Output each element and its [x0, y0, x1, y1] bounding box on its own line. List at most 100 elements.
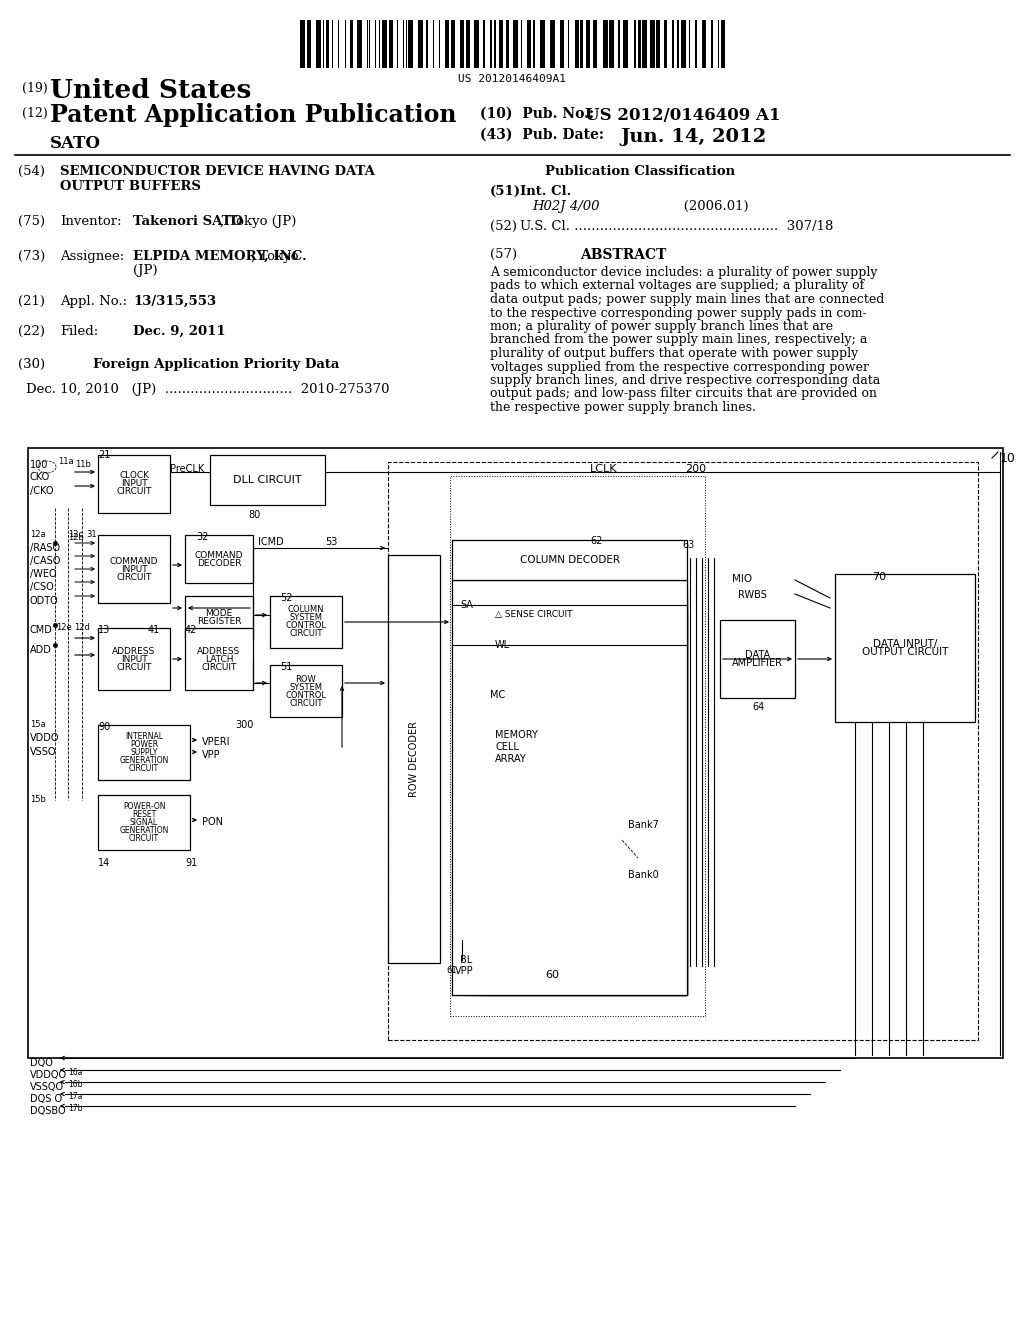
Bar [489, 20, 492, 69]
Text: 16a: 16a [68, 1068, 82, 1077]
Text: /CASO: /CASO [30, 556, 60, 566]
Text: RESET: RESET [132, 810, 156, 818]
Text: (54): (54) [18, 165, 45, 178]
Bar [452, 540, 687, 579]
Bar [527, 20, 531, 69]
Text: SEMICONDUCTOR DEVICE HAVING DATA: SEMICONDUCTOR DEVICE HAVING DATA [60, 165, 375, 178]
Text: ADD: ADD [30, 645, 52, 655]
Text: Foreign Application Priority Data: Foreign Application Priority Data [93, 358, 339, 371]
Text: BL: BL [460, 954, 472, 965]
Bar [307, 20, 311, 69]
Text: COLUMN: COLUMN [288, 606, 325, 615]
Text: (12): (12) [22, 107, 48, 120]
Text: 53: 53 [325, 537, 337, 546]
Text: 90: 90 [98, 722, 111, 733]
Bar [452, 20, 456, 69]
Text: /WEO: /WEO [30, 569, 56, 579]
Bar [432, 20, 433, 69]
Text: (30): (30) [18, 358, 45, 371]
Text: CLOCK: CLOCK [119, 471, 150, 480]
Bar [586, 20, 590, 69]
Bar [602, 20, 607, 69]
Bar [344, 20, 345, 69]
Text: Publication Classification: Publication Classification [545, 165, 735, 178]
Bar [677, 20, 679, 69]
Text: CIRCUIT: CIRCUIT [290, 630, 323, 639]
Text: DQS O: DQS O [30, 1094, 62, 1104]
Text: REGISTER: REGISTER [197, 616, 242, 626]
Bar [466, 20, 470, 69]
Bar [445, 20, 450, 69]
Text: Assignee:: Assignee: [60, 249, 124, 263]
Text: CELL: CELL [495, 742, 519, 752]
Bar [681, 20, 686, 69]
Bar [326, 20, 329, 69]
Bar [402, 20, 403, 69]
Text: INTERNAL: INTERNAL [125, 733, 163, 741]
Text: CIRCUIT: CIRCUIT [202, 663, 237, 672]
Text: Takenori SATO: Takenori SATO [133, 215, 243, 228]
Text: OUTPUT BUFFERS: OUTPUT BUFFERS [60, 180, 201, 193]
Bar [482, 610, 687, 995]
Text: to the respective corresponding power supply pads in com-: to the respective corresponding power su… [490, 306, 866, 319]
Text: ODTO: ODTO [30, 597, 58, 606]
Text: H02J 4/00: H02J 4/00 [532, 201, 599, 213]
Bar [406, 20, 407, 69]
Bar [426, 20, 428, 69]
Bar [568, 20, 569, 69]
Bar [450, 477, 705, 1016]
Text: CKO: CKO [30, 473, 50, 482]
Text: 17a: 17a [68, 1092, 82, 1101]
Bar [634, 20, 636, 69]
Text: ADDRESS: ADDRESS [198, 647, 241, 656]
Text: 12a: 12a [30, 531, 46, 539]
Text: Bank7: Bank7 [628, 820, 658, 830]
Text: ADDRESS: ADDRESS [113, 647, 156, 656]
Text: SYSTEM: SYSTEM [290, 614, 323, 623]
Text: VDDQO: VDDQO [30, 1071, 68, 1080]
Bar [332, 20, 333, 69]
Bar [185, 535, 253, 583]
Bar [487, 615, 687, 995]
Bar [712, 20, 714, 69]
Text: 60: 60 [545, 970, 559, 979]
Text: 12e: 12e [56, 623, 72, 632]
Bar [452, 579, 687, 995]
Text: SYSTEM: SYSTEM [290, 682, 323, 692]
Text: AMPLIFIER: AMPLIFIER [732, 657, 783, 668]
Bar [550, 20, 555, 69]
Bar [210, 455, 325, 506]
Text: ELPIDA MEMORY, INC.: ELPIDA MEMORY, INC. [133, 249, 307, 263]
Text: (43)  Pub. Date:: (43) Pub. Date: [480, 128, 604, 143]
Bar [370, 20, 371, 69]
Text: VPERI: VPERI [202, 737, 230, 747]
Text: Bank0: Bank0 [628, 870, 658, 880]
Text: 12b: 12b [68, 533, 84, 543]
Text: CONTROL: CONTROL [286, 690, 327, 700]
Bar [688, 20, 689, 69]
Text: OUTPUT CIRCUIT: OUTPUT CIRCUIT [862, 647, 948, 657]
Text: VDDO: VDDO [30, 733, 59, 743]
Bar [560, 20, 564, 69]
Text: /CSO: /CSO [30, 582, 53, 591]
Bar [580, 20, 583, 69]
Text: 200: 200 [685, 465, 707, 474]
Bar [574, 20, 579, 69]
Text: voltages supplied from the respective corresponding power: voltages supplied from the respective co… [490, 360, 869, 374]
Text: 63: 63 [682, 540, 694, 550]
Text: 70: 70 [872, 572, 886, 582]
Bar [418, 20, 423, 69]
Bar [98, 725, 190, 780]
Bar [439, 20, 440, 69]
Text: Dec. 10, 2010   (JP)  ..............................  2010-275370: Dec. 10, 2010 (JP) .....................… [26, 383, 389, 396]
Text: DECODER: DECODER [197, 558, 242, 568]
Bar [702, 20, 707, 69]
Text: pads to which external voltages are supplied; a plurality of: pads to which external voltages are supp… [490, 280, 864, 293]
Text: CIRCUIT: CIRCUIT [129, 764, 159, 774]
Text: VPP: VPP [455, 966, 474, 975]
Text: Patent Application Publication: Patent Application Publication [50, 103, 457, 127]
Text: plurality of output buffers that operate with power supply: plurality of output buffers that operate… [490, 347, 858, 360]
Bar [452, 579, 687, 995]
Bar [375, 20, 376, 69]
Text: GENERATION: GENERATION [120, 756, 169, 766]
